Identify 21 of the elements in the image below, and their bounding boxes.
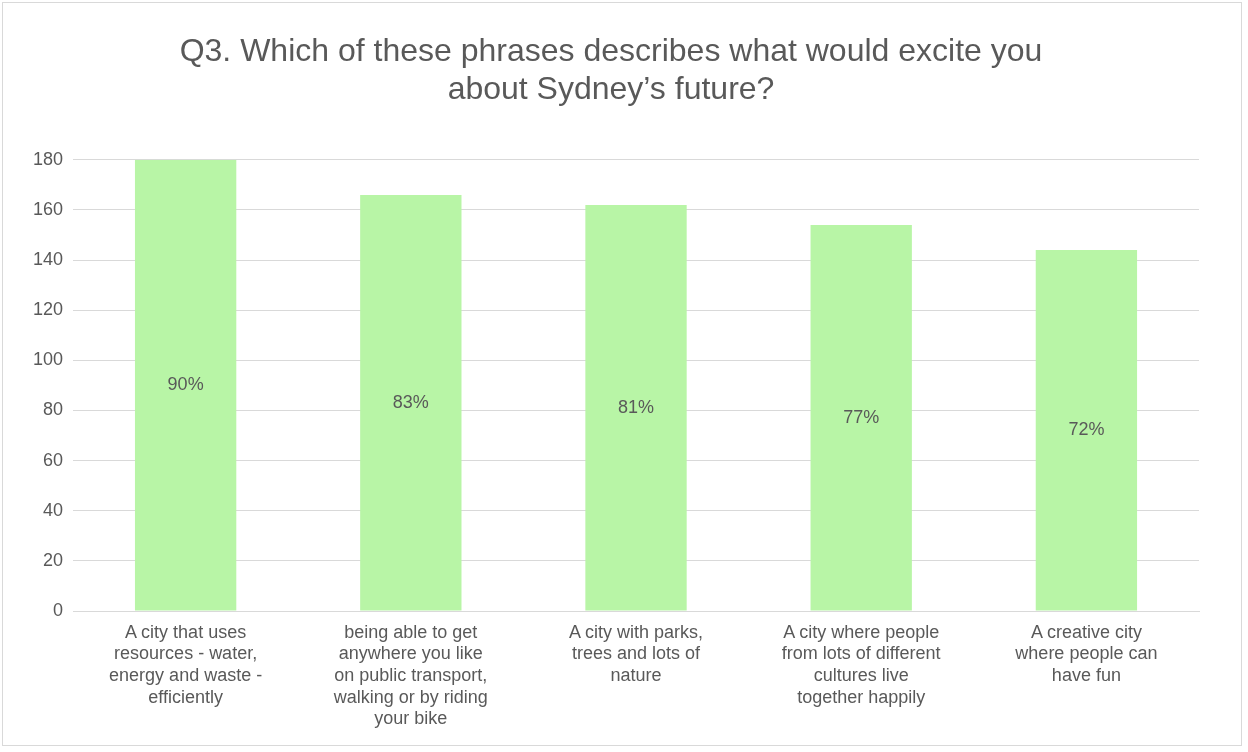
- x-tick-label: A city with parks, trees and lots of nature: [568, 621, 704, 685]
- y-tick-label: 40: [43, 499, 64, 520]
- y-tick-label: 0: [53, 599, 64, 620]
- y-tick-label: 160: [32, 198, 64, 219]
- annotation: 90%: [167, 374, 204, 395]
- y-tick-label: 80: [43, 399, 64, 420]
- chart-title: Q3. Which of these phrases describes what would excite you about Sydney’s future?: [179, 32, 1043, 107]
- x-tick-label: A creative city where people can have fun: [1014, 621, 1158, 685]
- x-tick-label: A city where people from lots of different cultures live together happily: [781, 621, 941, 707]
- y-tick-label: 120: [32, 299, 64, 320]
- annotation: 77%: [843, 406, 880, 427]
- y-tick-label: 140: [32, 249, 64, 270]
- x-tick-label: A city that uses resources - water, energy and waste - efficiently: [109, 621, 263, 707]
- y-tick-label: 60: [43, 449, 64, 470]
- y-tick-label: 180: [32, 148, 64, 169]
- annotation: 83%: [392, 391, 429, 412]
- x-tick-label: being able to get anywhere you like on public transport, walking or by riding your bike: [332, 621, 488, 729]
- y-tick-label: 20: [43, 549, 64, 570]
- y-tick-label: 100: [32, 349, 64, 370]
- annotation: 81%: [618, 396, 655, 417]
- annotation: 72%: [1068, 419, 1105, 440]
